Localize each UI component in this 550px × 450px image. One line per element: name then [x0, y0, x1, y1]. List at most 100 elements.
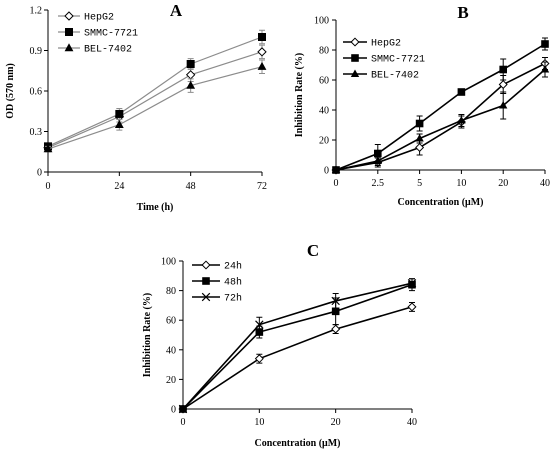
x-tick-label: 40 — [407, 417, 417, 428]
x-marker — [201, 292, 211, 302]
triangle-marker — [540, 64, 550, 73]
data-point — [407, 302, 417, 312]
data-point — [254, 354, 264, 364]
square-marker — [351, 54, 359, 62]
data-point — [499, 65, 507, 74]
x-tick-label: 10 — [254, 417, 264, 428]
series-48h — [179, 278, 416, 413]
triangle-marker — [373, 156, 382, 165]
chart-panel-c — [178, 260, 417, 414]
series-smmc-7721 — [332, 37, 549, 174]
series-line — [47, 51, 263, 149]
triangle-marker — [331, 165, 341, 174]
y-tick-label: 0 — [171, 405, 176, 416]
y-tick-label: 80 — [166, 286, 176, 297]
x-tick-label: 0 — [181, 417, 186, 428]
series-hepg2 — [331, 57, 550, 175]
data-point — [498, 79, 508, 90]
x-marker — [407, 278, 417, 288]
legend-label: HepG2 — [84, 13, 114, 24]
diamond-marker — [498, 79, 508, 90]
legend-item — [343, 69, 367, 78]
chart-panel-b — [331, 19, 550, 175]
data-point — [43, 144, 53, 153]
legend-item — [343, 37, 367, 47]
square-marker — [202, 277, 210, 285]
series-bel-7402 — [331, 61, 550, 174]
legend-label: SMMC-7721 — [84, 29, 138, 40]
square-marker — [65, 28, 73, 36]
x-tick-label: 40 — [540, 178, 550, 189]
y-tick-label: 1.2 — [30, 6, 43, 17]
y-tick-label: 60 — [319, 76, 329, 87]
series-line — [182, 282, 413, 410]
y-tick-label: 40 — [166, 345, 176, 356]
x-tick-label: 20 — [498, 178, 508, 189]
data-point — [373, 156, 382, 165]
x-tick-label: 72 — [257, 181, 267, 192]
data-point — [178, 404, 188, 414]
data-point — [415, 119, 424, 128]
data-point — [331, 324, 341, 334]
data-point — [257, 61, 267, 70]
legend-item — [192, 260, 220, 270]
x-marker — [331, 296, 340, 306]
diamond-marker — [185, 70, 196, 80]
triangle-marker — [43, 144, 53, 153]
y-tick-label: 20 — [319, 136, 329, 147]
legend-label: SMMC-7721 — [371, 55, 425, 66]
y-axis-label: Inhibition Rate (%) — [294, 53, 305, 137]
data-point — [257, 47, 267, 57]
x-marker — [255, 320, 264, 329]
data-point — [115, 109, 124, 118]
square-marker — [541, 40, 549, 48]
y-tick-label: 100 — [314, 16, 329, 27]
data-point — [540, 64, 550, 73]
square-marker — [186, 60, 195, 68]
x-tick-label: 48 — [186, 181, 196, 192]
series-line — [335, 68, 546, 171]
data-point — [499, 100, 508, 109]
y-axis-label: Inhibition Rate (%) — [142, 293, 153, 377]
x-tick-label: 2.5 — [372, 178, 385, 189]
series-smmc-7721 — [44, 29, 266, 151]
square-marker — [115, 109, 124, 118]
y-tick-label: 80 — [319, 46, 329, 57]
triangle-marker — [499, 100, 508, 109]
diamond-marker — [257, 47, 267, 57]
y-tick-label: 0.9 — [30, 46, 43, 57]
square-marker — [374, 149, 382, 158]
series-line — [47, 66, 263, 150]
data-point — [186, 60, 195, 68]
legend-label: BEL-7402 — [371, 71, 419, 82]
square-marker — [499, 65, 507, 74]
x-axis-label: Concentration (μM) — [255, 438, 341, 449]
legend-item — [58, 43, 80, 52]
diamond-marker — [350, 37, 360, 47]
legend-item — [192, 292, 220, 302]
x-tick-label: 5 — [417, 178, 422, 189]
y-tick-label: 20 — [166, 375, 176, 386]
legend-label: HepG2 — [371, 39, 401, 50]
square-marker — [258, 33, 266, 41]
triangle-marker — [457, 115, 466, 124]
data-point — [255, 320, 264, 329]
legend-label: 24h — [224, 261, 242, 273]
triangle-marker — [415, 133, 424, 142]
data-point — [186, 80, 196, 89]
series-bel-7402 — [43, 59, 267, 153]
x-marker — [178, 404, 188, 414]
legend-label: BEL-7402 — [84, 45, 132, 56]
y-tick-label: 40 — [319, 106, 329, 117]
legend-item — [58, 11, 80, 21]
series-line — [182, 306, 413, 410]
diamond-marker — [331, 324, 341, 334]
data-point — [258, 33, 266, 41]
data-point — [114, 119, 124, 128]
square-marker — [331, 307, 340, 316]
legend-label: 48h — [224, 277, 242, 289]
y-tick-label: 0 — [37, 168, 42, 179]
series-24h — [178, 301, 417, 414]
square-marker — [415, 119, 424, 128]
data-point — [541, 40, 549, 48]
